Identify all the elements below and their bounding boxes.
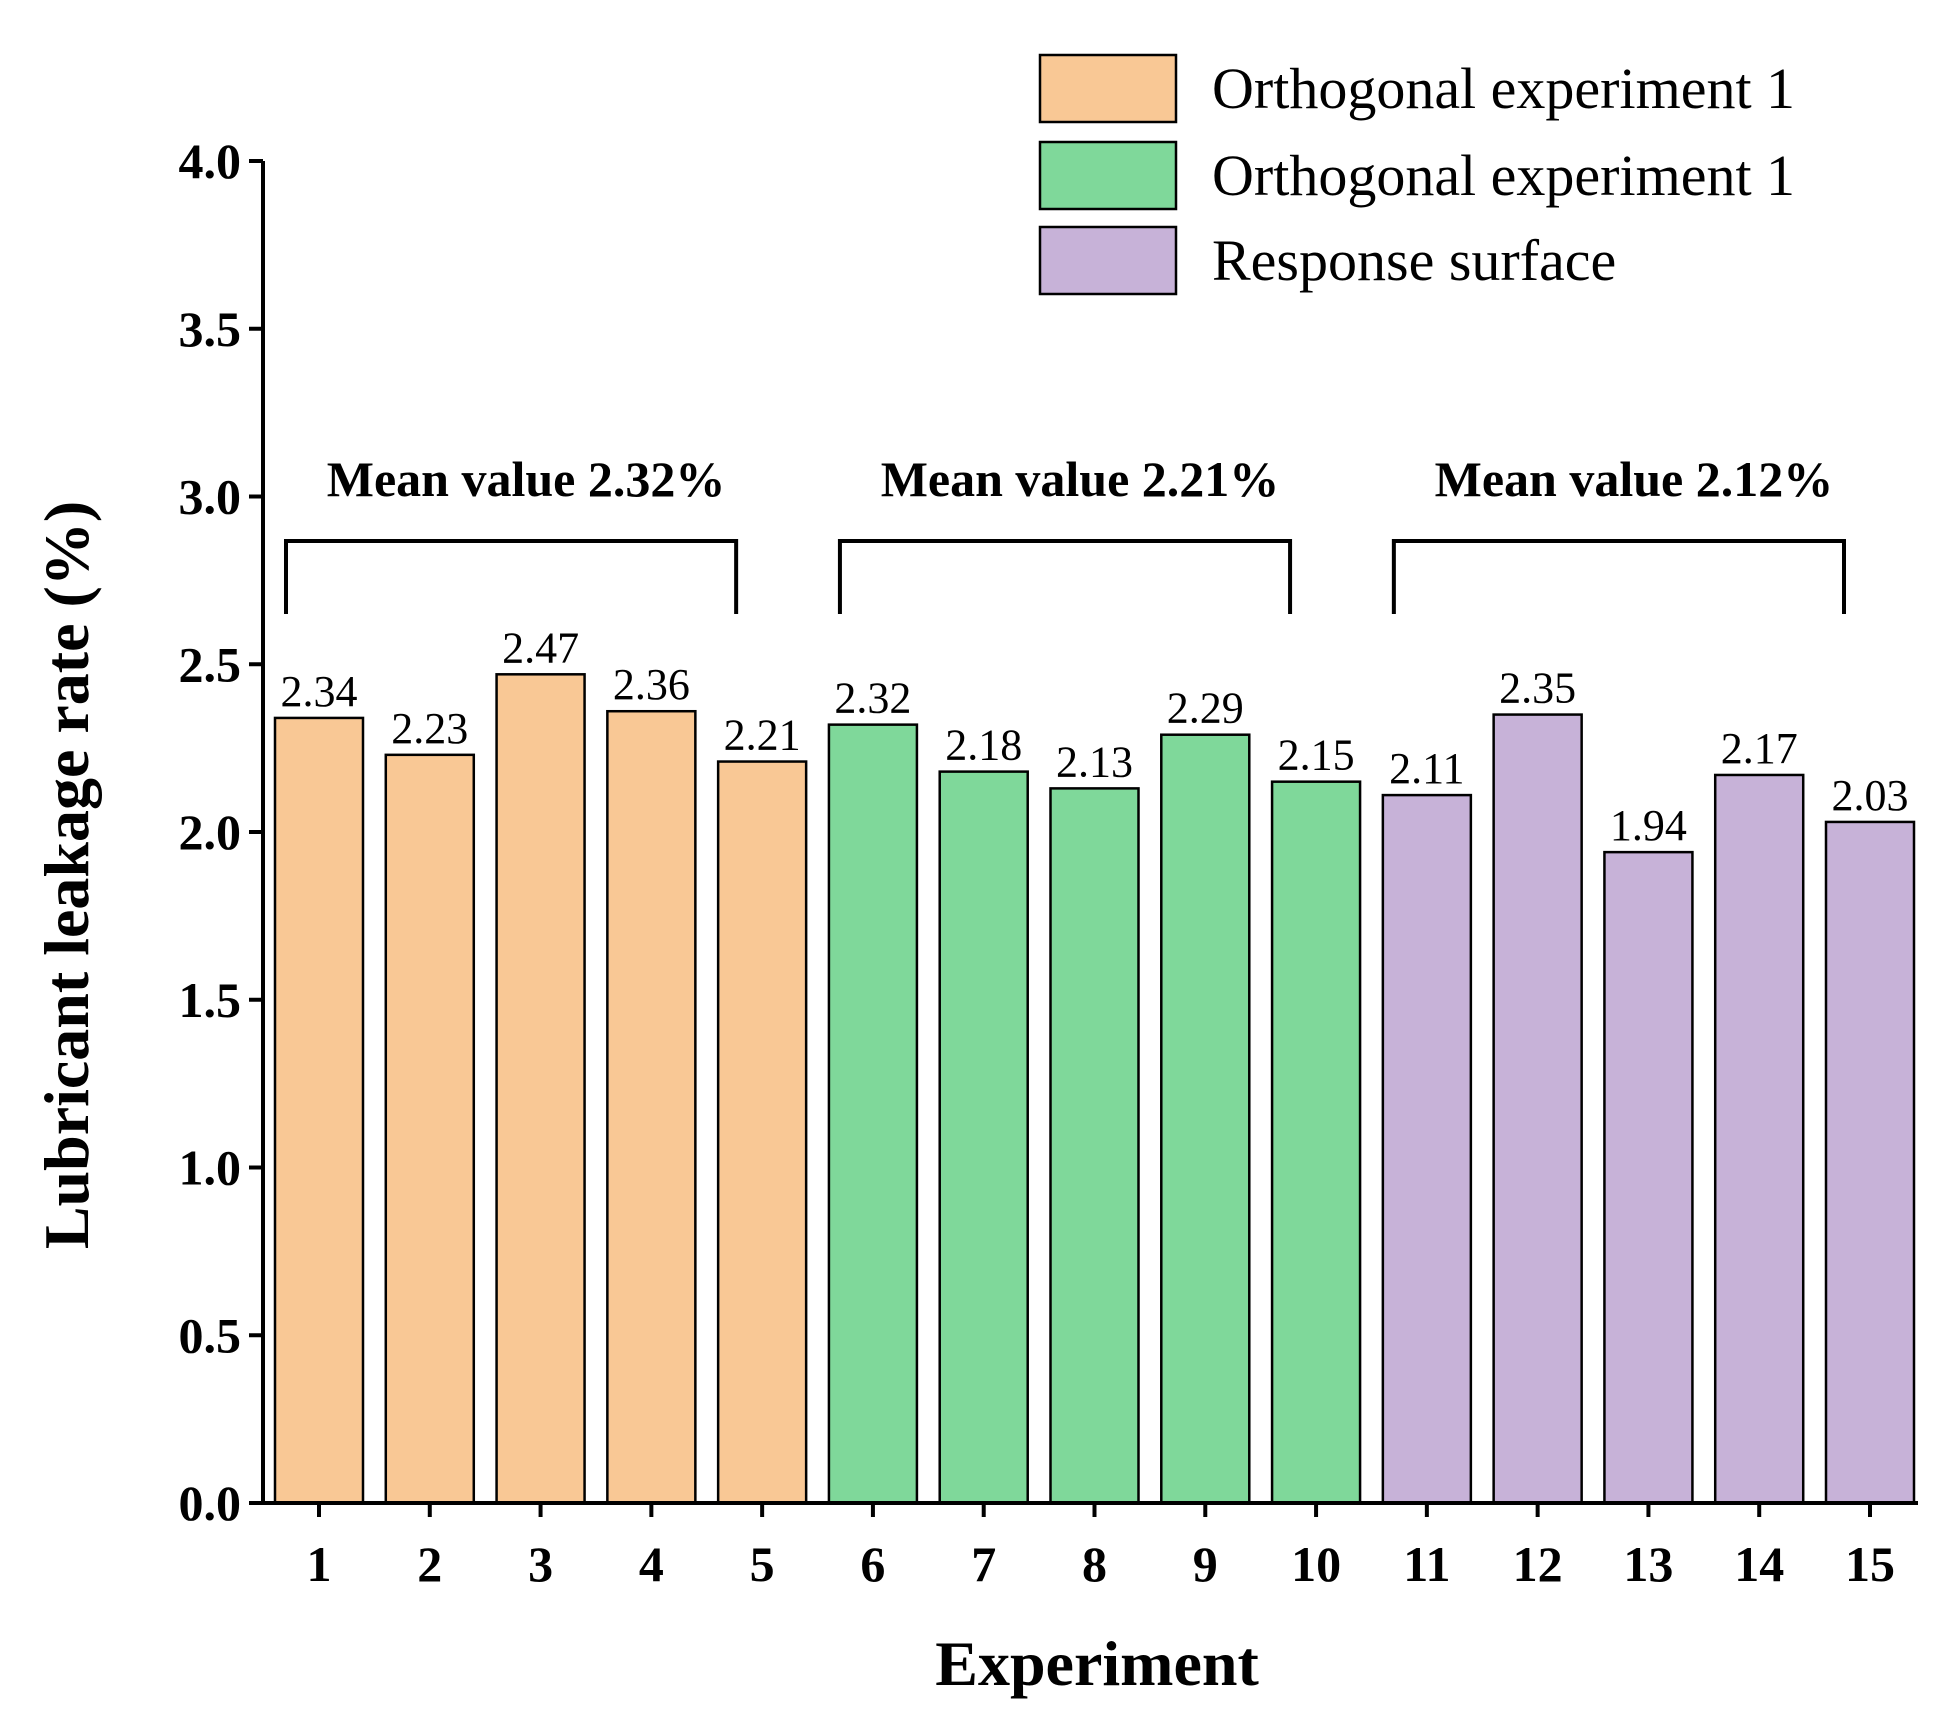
y-tick-label: 3.5 — [179, 301, 242, 357]
bar-labels-layer: 2.34 2.23 2.47 2.36 2.21 2.32 2.18 2.13 2.29 2.15… — [281, 623, 1909, 850]
bar-value-label-13: 1.94 — [1610, 801, 1687, 850]
bar-value-label-15: 2.03 — [1832, 771, 1909, 820]
bar-experiment-13 — [1603, 850, 1694, 1505]
x-tick-label: 10 — [1291, 1536, 1341, 1592]
mean-bracket-group-1 — [284, 539, 739, 614]
x-tick-label: 6 — [860, 1536, 885, 1592]
legend: Orthogonal experiment 1 Orthogonal experi… — [1038, 53, 1795, 296]
x-tick-label: 2 — [417, 1536, 442, 1592]
x-tick-label: 4 — [639, 1536, 664, 1592]
x-tick-label: 7 — [971, 1536, 996, 1592]
x-tick-label: 3 — [528, 1536, 553, 1592]
mean-value-label-group-1: Mean value 2.32% — [327, 451, 726, 507]
legend-label-3: Response surface — [1212, 228, 1616, 293]
mean-bracket-group-3 — [1391, 539, 1846, 614]
bar-value-label-14: 2.17 — [1721, 724, 1798, 773]
bar-experiment-4 — [606, 709, 697, 1505]
y-tick-label: 2.5 — [179, 636, 242, 692]
bar-experiment-14 — [1713, 773, 1805, 1505]
bar-value-label-1: 2.34 — [281, 667, 358, 716]
y-tick-label: 0.0 — [179, 1475, 242, 1531]
bar-value-label-7: 2.18 — [945, 721, 1022, 770]
bar-experiment-15 — [1824, 820, 1916, 1505]
mean-brackets: Mean value 2.32% Mean value 2.21% Mean val… — [284, 451, 1846, 614]
legend-label-1: Orthogonal experiment 1 — [1212, 56, 1795, 121]
mean-bracket-group-2 — [837, 539, 1293, 614]
bar-value-label-11: 2.11 — [1389, 744, 1464, 793]
x-tick-label: 11 — [1403, 1536, 1450, 1592]
y-tick-label: 1.0 — [179, 1140, 242, 1196]
bar-experiment-8 — [1049, 787, 1140, 1505]
bar-value-label-8: 2.13 — [1056, 737, 1133, 786]
x-tick-label: 12 — [1513, 1536, 1563, 1592]
y-axis-title: Lubricant leakage rate (%) — [31, 501, 102, 1249]
x-tick-label: 5 — [750, 1536, 775, 1592]
x-tick-label: 15 — [1845, 1536, 1895, 1592]
bar-experiment-5 — [716, 760, 808, 1505]
y-tick-label: 1.5 — [179, 972, 242, 1028]
y-tick-label: 3.0 — [179, 469, 242, 525]
bar-experiment-6 — [827, 723, 919, 1505]
bar-experiment-2 — [384, 753, 476, 1505]
x-tick-label: 14 — [1734, 1536, 1784, 1592]
bar-value-label-3: 2.47 — [502, 623, 579, 672]
bar-value-label-9: 2.29 — [1167, 684, 1244, 733]
legend-label-2: Orthogonal experiment 1 — [1212, 143, 1795, 208]
bar-value-label-2: 2.23 — [391, 704, 468, 753]
mean-value-label-group-3: Mean value 2.12% — [1435, 451, 1834, 507]
x-tick-label: 8 — [1082, 1536, 1107, 1592]
bar-experiment-1 — [273, 716, 365, 1505]
bar-experiment-10 — [1270, 780, 1362, 1505]
bar-experiment-11 — [1381, 793, 1473, 1505]
bars-layer — [273, 673, 1916, 1505]
legend-swatch-1 — [1038, 53, 1178, 124]
bar-experiment-12 — [1492, 713, 1583, 1505]
bar-value-label-10: 2.15 — [1278, 731, 1355, 780]
mean-value-label-group-2: Mean value 2.21% — [881, 451, 1280, 507]
bar-experiment-3 — [495, 673, 586, 1505]
bar-experiment-7 — [938, 770, 1029, 1505]
bar-value-label-5: 2.21 — [724, 711, 801, 760]
y-tick-label: 0.5 — [179, 1307, 242, 1363]
legend-swatch-3 — [1038, 225, 1178, 296]
x-tick-label: 13 — [1623, 1536, 1673, 1592]
x-tick-label: 9 — [1193, 1536, 1218, 1592]
y-tick-label: 4.0 — [179, 133, 242, 189]
y-tick-label: 2.0 — [179, 804, 242, 860]
legend-swatch-2 — [1038, 140, 1178, 211]
bar-value-label-12: 2.35 — [1499, 664, 1576, 713]
bar-value-label-6: 2.32 — [834, 674, 911, 723]
x-axis-title: Experiment — [935, 1628, 1259, 1699]
x-tick-label: 1 — [307, 1536, 332, 1592]
bar-value-label-4: 2.36 — [613, 660, 690, 709]
bar-experiment-9 — [1160, 733, 1251, 1505]
ticks: 0.00.51.01.52.02.53.03.54.01 2 3 4 5 6 7 8 9 10 11… — [179, 133, 1896, 1592]
